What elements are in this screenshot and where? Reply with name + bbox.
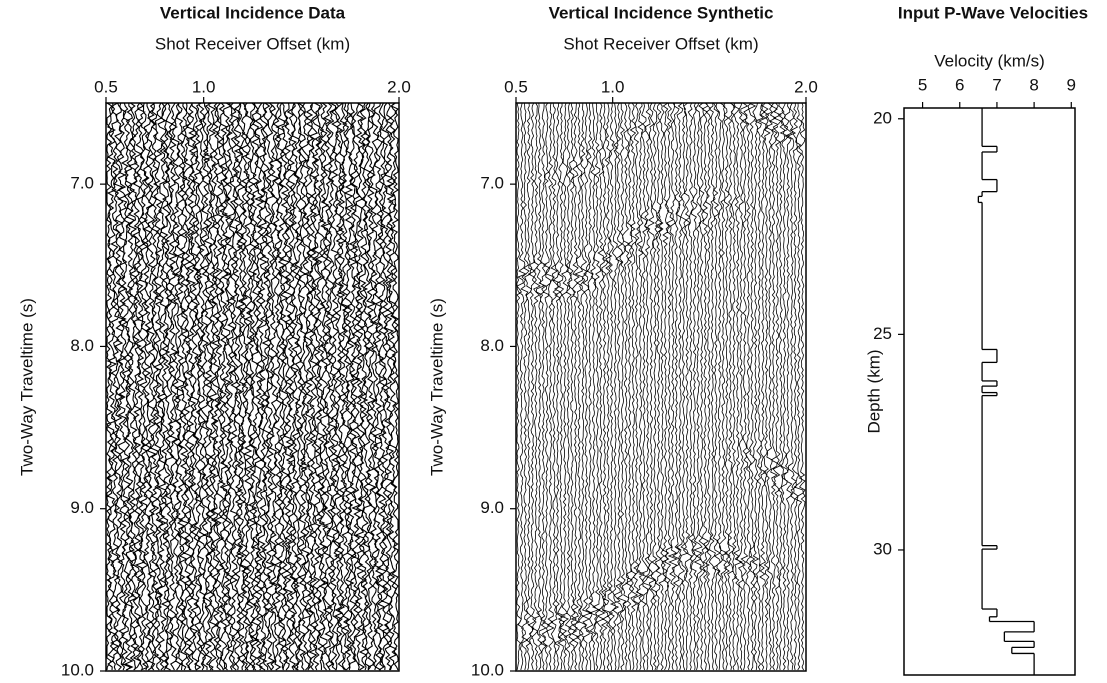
chart-title: Input P-Wave Velocities [898,3,1088,22]
y-axis-label: Two-Way Traveltime (s) [17,298,36,476]
y-tick-label: 7.0 [480,174,504,193]
x-tick-label: 7 [992,75,1001,94]
x-tick-label: 1.0 [601,77,625,96]
y-tick-label: 10.0 [471,660,504,679]
y-tick-label: 8.0 [480,336,504,355]
x-tick-label: 2.0 [794,77,818,96]
y-tick-label: 20 [873,108,892,127]
y-tick-label: 7.0 [70,174,94,193]
y-tick-label: 9.0 [480,498,504,517]
y-tick-label: 10.0 [61,660,94,679]
x-tick-label: 0.5 [504,77,528,96]
y-tick-label: 30 [873,539,892,558]
x-tick-label: 1.0 [192,77,216,96]
y-tick-label: 8.0 [70,336,94,355]
y-tick-label: 25 [873,324,892,343]
x-tick-label: 2.0 [387,77,411,96]
y-axis-label: Depth (km) [864,349,883,433]
seismic-texture [516,102,806,671]
x-tick-label: 8 [1029,75,1038,94]
plot-frame [903,107,1076,676]
x-tick-label: 9 [1067,75,1076,94]
x-tick-label: 5 [918,75,927,94]
y-axis-label: Two-Way Traveltime (s) [427,298,446,476]
x-tick-label: 0.5 [94,77,118,96]
chart-title: Vertical Incidence Synthetic [549,3,774,22]
x-axis-label: Velocity (km/s) [934,51,1045,70]
x-tick-label: 6 [955,75,964,94]
plot-frame [515,102,807,672]
y-tick-label: 9.0 [70,498,94,517]
chart-title: Vertical Incidence Data [160,3,346,22]
seismic-texture [105,102,399,671]
plot-frame [105,102,400,672]
x-axis-label: Shot Receiver Offset (km) [563,34,758,53]
x-axis-label: Shot Receiver Offset (km) [155,34,350,53]
